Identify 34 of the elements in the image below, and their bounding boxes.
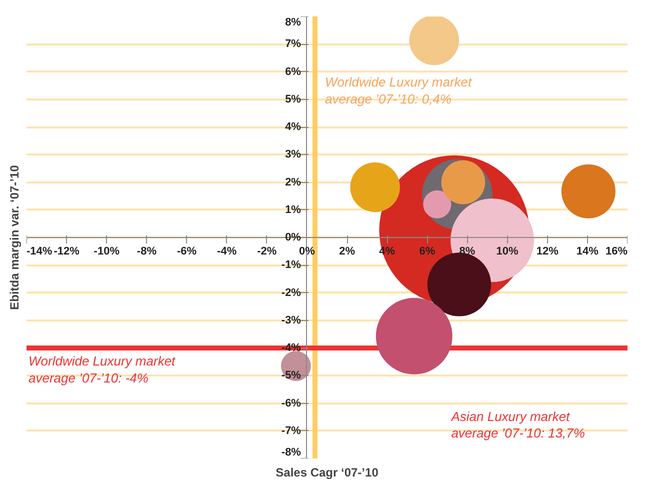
x-tick-label: 12%	[536, 246, 559, 258]
x-tick-label: -10%	[94, 246, 120, 258]
y-tick-label: 8%	[285, 16, 302, 28]
x-tick-label: 2%	[339, 246, 356, 258]
y-tick-label: 7%	[285, 38, 302, 50]
x-tick-label: -2%	[257, 246, 277, 258]
y-tick-label: -1%	[281, 259, 302, 272]
y-tick-label: 1%	[285, 204, 302, 216]
y-tick-label: -2%	[281, 286, 302, 299]
y-tick-label: -6%	[281, 397, 302, 410]
y-tick-label: 0%	[285, 232, 302, 244]
annotation: Asian Luxury market average ’07-’10: 13,7%	[450, 408, 585, 441]
y-tick-label: -3%	[281, 314, 302, 326]
y-tick-label: -7%	[281, 424, 302, 437]
x-tick-label: 10%	[496, 246, 519, 258]
x-axis-title: Sales Cagr ‘07-’10	[276, 466, 379, 480]
x-tick-label: 14%	[576, 246, 599, 258]
x-tick-label: -14%	[26, 246, 52, 258]
x-tick-label: 6%	[419, 246, 436, 258]
ref-line-label: Worldwide Luxury market average ’07-’10: -4%	[28, 354, 177, 386]
x-tick-label: -4%	[217, 246, 237, 258]
y-axis-title: Ebitda margin var. ‘07-’10	[8, 164, 22, 310]
y-tick-label: 2%	[285, 176, 302, 188]
y-tick-label: 4%	[285, 121, 302, 133]
x-tick-label: -8%	[136, 246, 157, 258]
y-tick-label: 6%	[285, 66, 302, 78]
x-tick-label: -12%	[54, 246, 80, 258]
ref-line-label: Worldwide Luxury market average ’07-’10: 0,4%	[324, 74, 474, 106]
y-tick-label: 5%	[285, 93, 302, 106]
y-tick-label: -8%	[281, 446, 302, 458]
y-tick-label: -5%	[281, 370, 302, 382]
x-tick-label: 16%	[605, 246, 628, 258]
x-tick-label: -6%	[176, 246, 197, 258]
y-tick-label: 3%	[285, 148, 302, 161]
